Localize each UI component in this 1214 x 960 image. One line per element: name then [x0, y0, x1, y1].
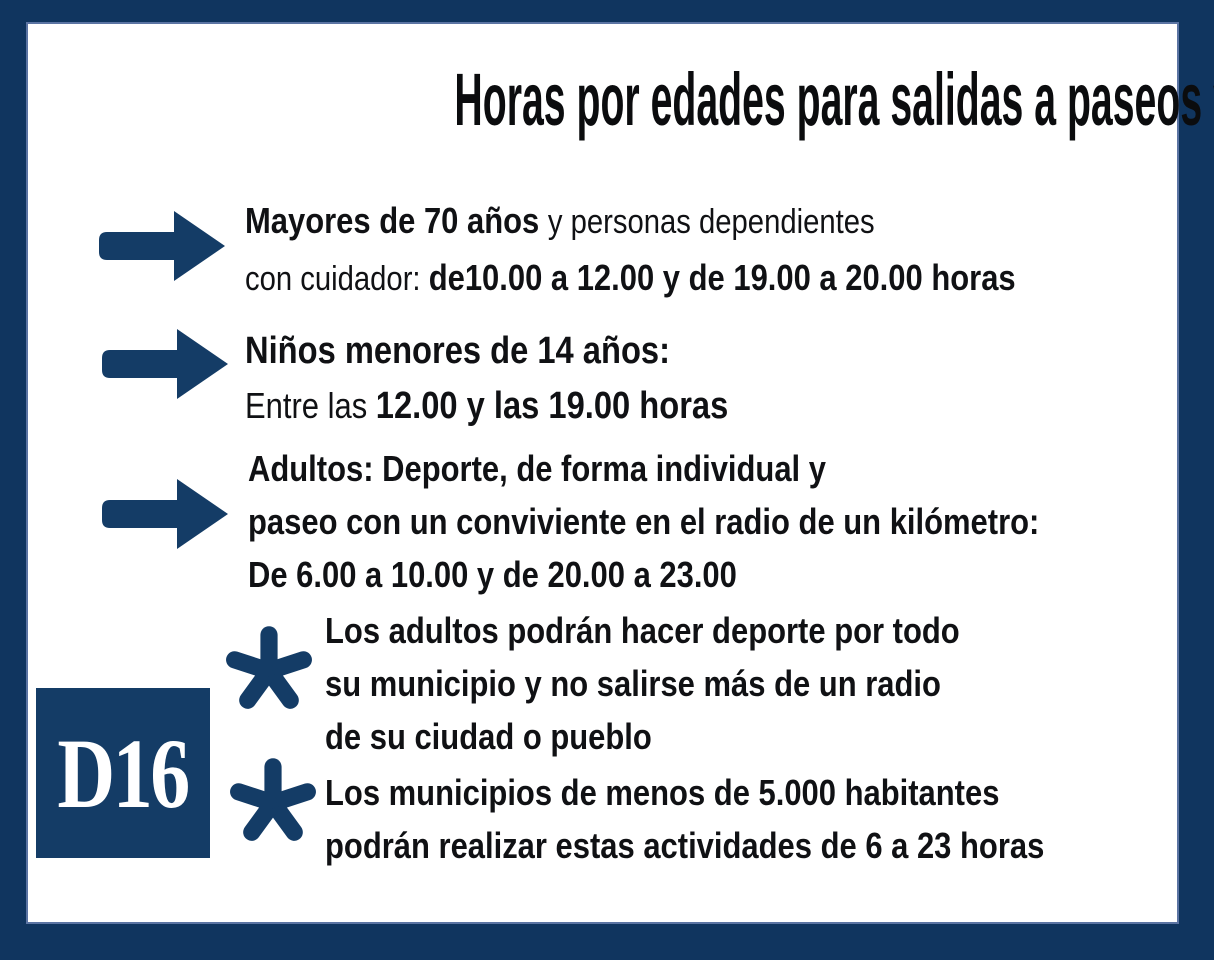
bullet-line: Adultos: Deporte, de forma individual y	[248, 446, 1039, 499]
arrow-right-icon	[100, 327, 230, 401]
note-segment: Los adultos podrán hacer deporte por tod…	[325, 610, 960, 651]
bullet-segment: de10.00 a 12.00 y de 19.00 a 20.00 horas	[428, 257, 1016, 298]
note-line: Los municipios de menos de 5.000 habitan…	[325, 770, 1044, 823]
bullet-line: Entre las 12.00 y las 19.00 horas	[245, 382, 728, 437]
note-line: de su ciudad o pueblo	[325, 714, 960, 767]
bullet-line: Niños menores de 14 años:	[245, 328, 728, 382]
bullet-line: paseo con un conviviente en el radio de …	[248, 499, 1039, 552]
bullet-segment: 12.00 y las 19.00 horas	[375, 385, 729, 427]
page-title: Horas por edades para salidas a paseos y…	[34, 56, 1214, 144]
bullet-segment: Mayores de 70 años	[245, 200, 548, 241]
bullet-segment: con cuidador:	[245, 260, 429, 298]
logo-text: D16	[57, 717, 191, 829]
note-text-sport-radius: Los adultos podrán hacer deporte por tod…	[325, 608, 960, 767]
bullet-segment: Adultos: Deporte, de forma individual y	[248, 448, 826, 489]
note-line: su municipio y no salirse más de un radi…	[325, 661, 960, 714]
bullet-text-adults: Adultos: Deporte, de forma individual y …	[248, 446, 1039, 605]
note-segment: Los municipios de menos de 5.000 habitan…	[325, 772, 1000, 813]
note-segment: de su ciudad o pueblo	[325, 716, 652, 757]
page-title-text: Horas por edades para salidas a paseos y…	[454, 58, 1214, 141]
note-line: podrán realizar estas actividades de 6 a…	[325, 823, 1044, 876]
note-segment: su municipio y no salirse más de un radi…	[325, 663, 941, 704]
bullet-line: Mayores de 70 años y personas dependient…	[245, 196, 1016, 253]
asterisk-icon	[230, 752, 316, 854]
bullet-segment: Entre las	[245, 385, 376, 426]
bullet-text-seniors: Mayores de 70 años y personas dependient…	[245, 196, 1016, 310]
bullet-line: con cuidador: de10.00 a 12.00 y de 19.00…	[245, 253, 1016, 310]
note-segment: podrán realizar estas actividades de 6 a…	[325, 825, 1045, 866]
arrow-right-icon	[97, 209, 227, 283]
asterisk-icon	[226, 620, 312, 722]
bullet-segment: Niños menores de 14 años:	[245, 330, 670, 372]
bullet-segment: y personas dependientes	[547, 203, 875, 241]
note-line: Los adultos podrán hacer deporte por tod…	[325, 608, 960, 661]
bullet-segment: paseo con un conviviente en el radio de …	[248, 501, 1040, 542]
bullet-line: De 6.00 a 10.00 y de 20.00 a 23.00	[248, 552, 1039, 605]
content-panel	[28, 24, 1177, 922]
bullet-segment: De 6.00 a 10.00 y de 20.00 a 23.00	[248, 554, 737, 595]
arrow-right-icon	[100, 477, 230, 551]
bullet-text-children: Niños menores de 14 años: Entre las 12.0…	[245, 328, 728, 437]
note-text-small-towns: Los municipios de menos de 5.000 habitan…	[325, 770, 1044, 876]
logo-d16: D16	[36, 688, 210, 858]
